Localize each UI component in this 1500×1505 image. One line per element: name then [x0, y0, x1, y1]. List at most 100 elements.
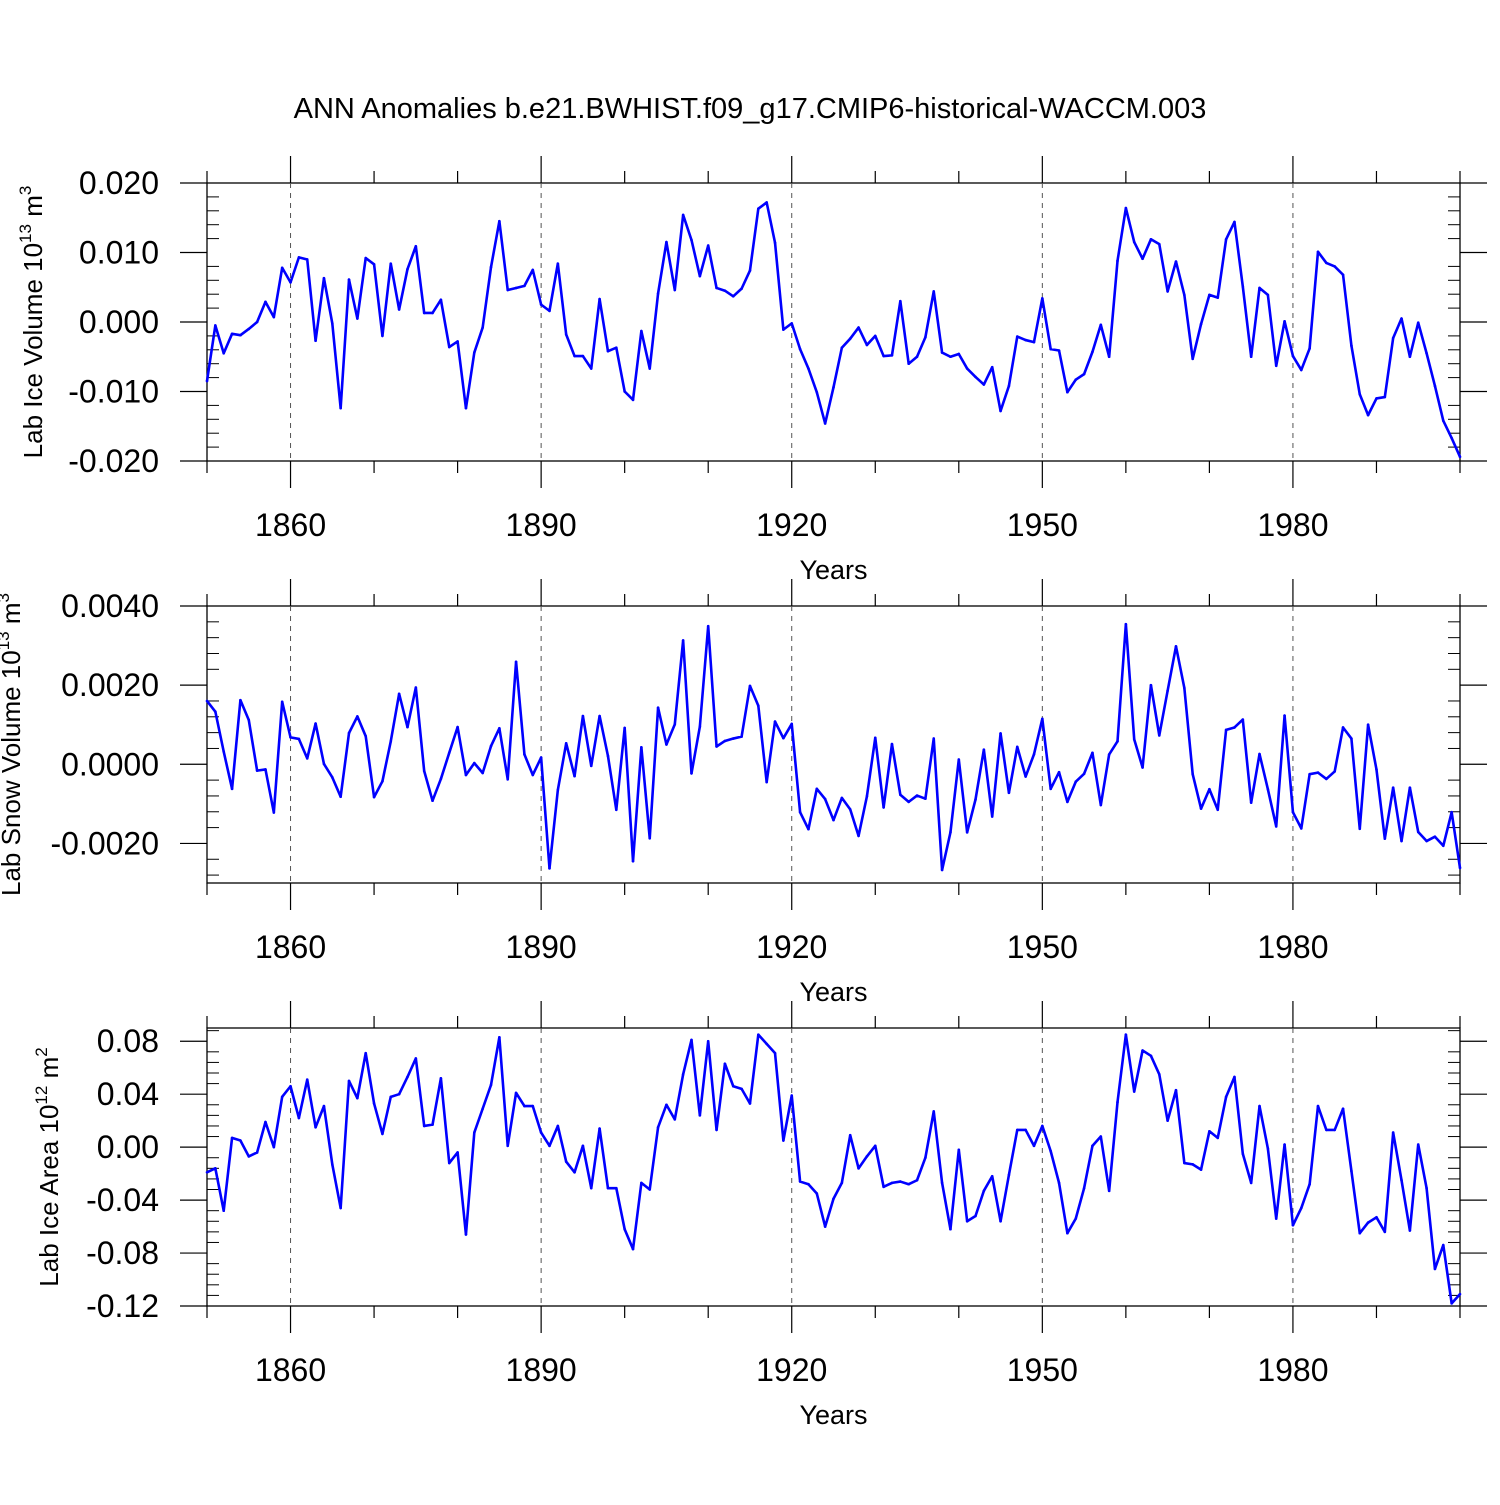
- chart-1-data-point-1862: [305, 757, 309, 760]
- chart-0-data-point-1926: [840, 346, 844, 350]
- chart-0-data-point-1892: [556, 262, 560, 265]
- chart-1-data-point-1860: [289, 736, 292, 739]
- chart-1-data-point-1990: [1375, 768, 1378, 771]
- chart-1-data-point-1943: [982, 748, 986, 751]
- chart-2-data-point-1890: [539, 1131, 543, 1134]
- chart-0-data-point-1883: [481, 326, 484, 329]
- chart-2-data-point-1889: [531, 1104, 535, 1108]
- chart-0-data-point-1897: [598, 297, 601, 301]
- chart-1-data-point-1936: [924, 797, 927, 801]
- chart-2-data-point-1956: [1091, 1144, 1094, 1148]
- chart-1-data-point-1877: [431, 799, 434, 802]
- chart-2-data-point-1952: [1057, 1181, 1061, 1185]
- chart-0-data-point-1893: [564, 333, 568, 336]
- chart-0-data-point-1899: [615, 346, 618, 350]
- chart-2-data-point-1957: [1099, 1135, 1103, 1138]
- chart-0-data-point-1978: [1274, 364, 1278, 368]
- chart-0-data-point-1876: [422, 311, 426, 315]
- chart-2-data-point-1853: [230, 1136, 234, 1140]
- chart-0-y-axis-label-unit: m: [18, 195, 48, 224]
- chart-1-data-point-1855: [247, 718, 251, 722]
- chart-2-data-point-1941: [965, 1219, 969, 1223]
- chart-1-data-point-1850: [205, 699, 209, 703]
- chart-0-data-point-1877: [431, 311, 434, 315]
- chart-2-data-point-1856: [255, 1151, 259, 1154]
- chart-2-data-point-1987: [1350, 1169, 1353, 1173]
- chart-2-data-point-1970: [1208, 1129, 1211, 1133]
- chart-1-data-point-1868: [356, 715, 359, 718]
- chart-2-data-point-1900: [623, 1227, 626, 1231]
- chart-0-data-point-1898: [606, 349, 610, 353]
- chart-2-data-point-1951: [1049, 1149, 1052, 1153]
- chart-1-data-point-1980: [1291, 810, 1295, 814]
- chart-1-data-point-1882: [473, 761, 476, 765]
- chart-1-data-point-1918: [773, 720, 777, 723]
- chart-2-data-point-1875: [414, 1057, 418, 1060]
- chart-2-data-point-1967: [1183, 1161, 1186, 1165]
- chart-0-data-point-1928: [857, 326, 860, 329]
- chart-2-data-point-1974: [1241, 1152, 1245, 1156]
- chart-0-data-point-1884: [489, 265, 493, 269]
- chart-1-data-point-1901: [631, 859, 635, 863]
- chart-1-data-point-1893: [564, 742, 568, 745]
- chart-1-data-point-1973: [1233, 726, 1236, 729]
- chart-1-data-point-1976: [1258, 752, 1261, 756]
- chart-2-data-point-1865: [331, 1163, 334, 1166]
- chart-0-data-point-1850: [205, 379, 209, 383]
- chart-2-y-axis-label: Lab Ice Area 1012 m2: [32, 1047, 64, 1286]
- chart-1-data-point-1917: [765, 780, 768, 784]
- chart-2-data-point-1928: [857, 1167, 860, 1170]
- chart-1-data-point-1944: [990, 815, 994, 818]
- chart-0-data-point-1858: [272, 315, 276, 319]
- chart-0-data-point-1954: [1074, 378, 1078, 381]
- chart-1-data-point-1970: [1208, 787, 1211, 791]
- chart-1-data-point-1967: [1183, 686, 1186, 690]
- chart-0-data-point-1941: [965, 367, 969, 370]
- chart-1-data-point-1953: [1066, 800, 1069, 804]
- chart-0-data-point-1927: [848, 337, 852, 340]
- chart-0-data-point-1950: [1041, 297, 1044, 300]
- chart-1-data-point-1898: [606, 754, 610, 758]
- chart-0-data-point-1921: [798, 347, 802, 351]
- chart-0-data-point-1940: [957, 352, 961, 356]
- chart-1-data-point-1869: [364, 734, 368, 738]
- chart-2-plot-frame: [206, 1027, 1461, 1307]
- chart-2-data-point-1926: [840, 1181, 844, 1185]
- chart-1-data-point-1857: [264, 768, 267, 771]
- chart-2-data-point-1981: [1299, 1206, 1303, 1210]
- chart-0-data-point-1853: [230, 332, 234, 336]
- chart-2-data-point-1969: [1199, 1168, 1203, 1171]
- chart-2-data-point-1930: [873, 1144, 877, 1148]
- chart-1-data-point-1926: [840, 796, 844, 800]
- chart-1-data-point-1959: [1116, 740, 1119, 743]
- chart-1-data-point-1991: [1383, 837, 1387, 840]
- chart-0-data-point-1949: [1032, 340, 1036, 344]
- chart-1-data-point-1937: [932, 737, 936, 740]
- chart-2-data-point-1983: [1316, 1104, 1320, 1108]
- chart-1-data-point-1995: [1416, 830, 1420, 834]
- chart-2-data-point-1996: [1425, 1186, 1428, 1190]
- chart-2-data-point-1920: [790, 1094, 794, 1097]
- chart-2-data-point-1949: [1032, 1144, 1036, 1148]
- chart-2-data-point-1988: [1358, 1231, 1362, 1235]
- chart-2-data-point-1966: [1174, 1088, 1178, 1092]
- chart-1-data-point-2000: [1458, 866, 1462, 870]
- chart-0-data-point-1902: [640, 329, 643, 333]
- chart-0-data-point-1878: [439, 298, 443, 302]
- chart-1-data-point-1963: [1149, 683, 1153, 687]
- chart-1-data-point-1895: [581, 714, 585, 718]
- chart-0-data-point-1999: [1450, 436, 1453, 440]
- chart-2-data-point-1959: [1116, 1100, 1119, 1104]
- chart-2-data-point-1965: [1166, 1119, 1169, 1122]
- chart-1-data-point-1946: [1007, 791, 1011, 795]
- chart-2-y-tick-label-2: -0.04: [86, 1182, 159, 1218]
- chart-1-data-point-1949: [1032, 753, 1036, 756]
- chart-0-data-point-1901: [631, 398, 635, 402]
- chart-0-data-point-1931: [882, 354, 885, 358]
- chart-0-data-point-1869: [364, 256, 368, 260]
- chart-0-data-point-1967: [1183, 293, 1186, 297]
- chart-0-data-point-1908: [690, 238, 693, 242]
- chart-1-data-point-1960: [1124, 622, 1128, 626]
- chart-2-data-point-1982: [1308, 1182, 1311, 1186]
